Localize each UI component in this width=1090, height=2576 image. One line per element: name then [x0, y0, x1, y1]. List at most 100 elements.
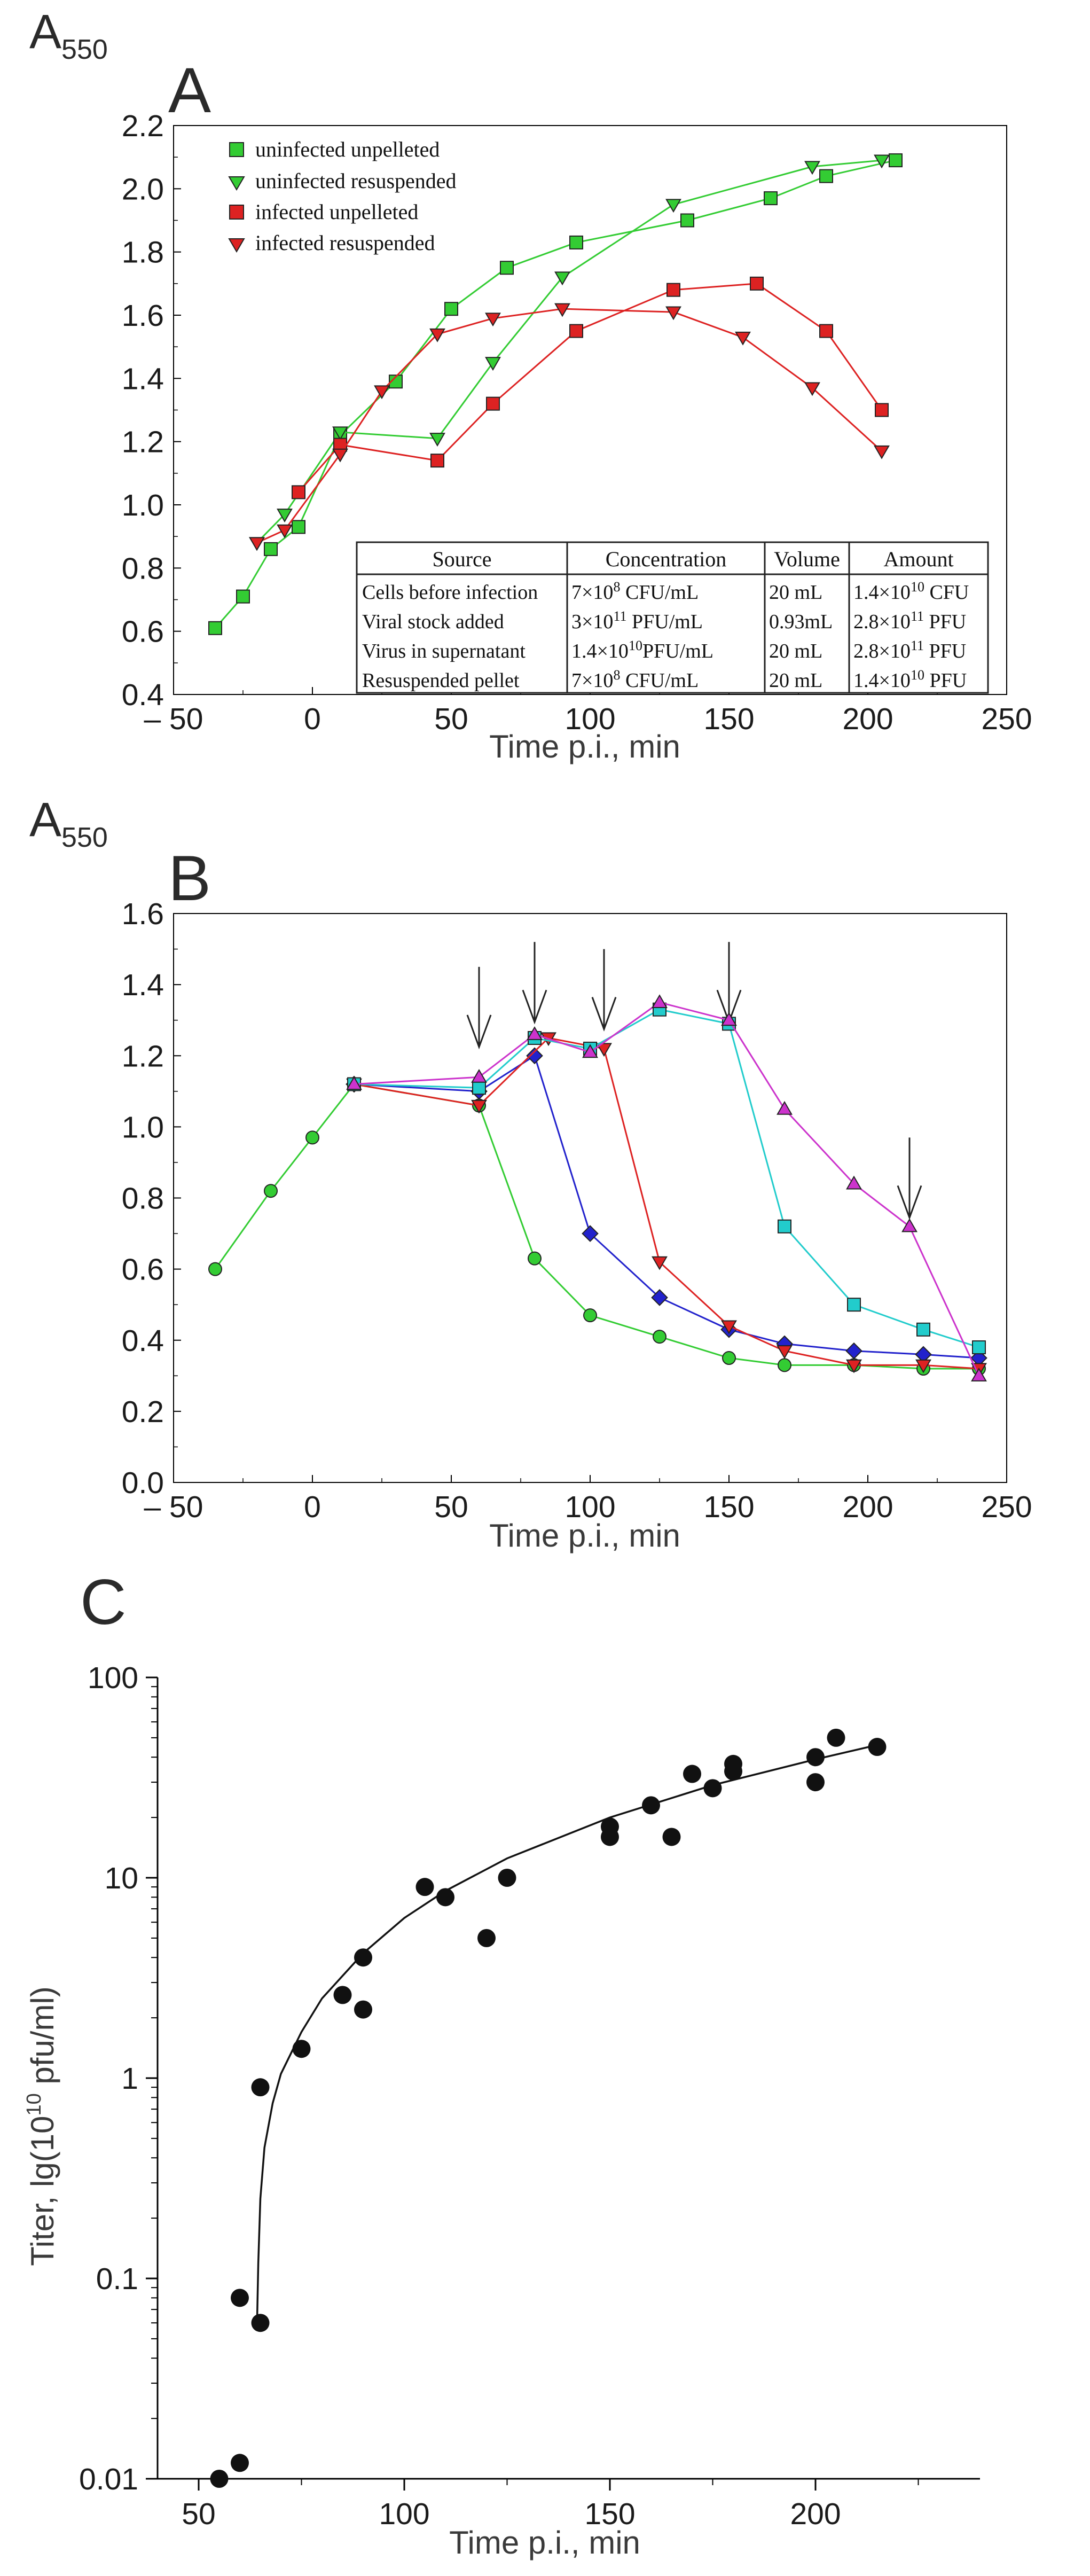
arrowhead-icon — [466, 1014, 492, 1050]
panel-a-xtick-label: 0 — [304, 702, 321, 736]
panel-b-y-axis: 0.0 0.2 0.4 0.6 0.8 1.0 1.2 1.4 1.6 — [122, 897, 181, 1500]
panel-a-point-infected-resuspended — [429, 328, 445, 342]
panel-a-point-infected-resuspended — [332, 448, 348, 463]
panel-a-ytick-label: 1.6 — [122, 299, 164, 333]
panel-a: A550 A 0.4 0.6 0.8 1.0 1.2 1.4 1.6 1.8 2.0 2.2 – … — [29, 5, 1032, 764]
panel-a-point-uninfected-unpelleted — [889, 153, 903, 168]
panel-c-ylabel: Titer, lg(1010 pfu/ml) — [23, 1986, 60, 2266]
panel-b-ytick-label: 0.0 — [122, 1466, 164, 1500]
panel-c: C 0.01 0.1 1 10 100 50 100 150 200 Time p.i., mi… — [23, 1566, 980, 2561]
panel-b-point-red — [471, 1099, 487, 1114]
table-cell-volume: 20 mL — [769, 581, 822, 604]
panel-b-point-green — [208, 1262, 222, 1276]
panel-a-xtick-label: 250 — [981, 702, 1032, 736]
panel-b-arrows — [466, 942, 922, 1220]
panel-a-point-infected-unpelleted — [666, 283, 680, 297]
panel-b-point-green — [528, 1251, 542, 1266]
panel-b-xtick-label: 200 — [842, 1490, 893, 1524]
panel-c-point — [806, 1773, 825, 1792]
panel-b: A550 B 0.00.20.40.60.81.01.21.41.6 – 50 0… — [29, 793, 1032, 1554]
panel-b-point-cyan — [972, 1340, 986, 1355]
panel-b-ytick-label: 1.4 — [122, 968, 164, 1002]
panel-a-xlabel: Time p.i., min — [489, 729, 680, 764]
panel-c-point — [827, 1728, 845, 1747]
panel-b-xtick-label: 150 — [703, 1490, 754, 1524]
panel-b-xlabel: Time p.i., min — [489, 1518, 680, 1554]
panel-a-point-infected-unpelleted — [486, 396, 500, 411]
table-cell-source: Resuspended pellet — [362, 669, 520, 692]
panel-b-xtick-label: 0 — [304, 1490, 321, 1524]
panel-b-point-red — [846, 1359, 862, 1373]
panel-b-ytick-label: 1.2 — [122, 1039, 164, 1073]
panel-b-point-cyan — [847, 1298, 861, 1312]
panel-a-point-infected-unpelleted — [569, 324, 583, 338]
panel-b-xtick-label: – 50 — [144, 1490, 203, 1524]
panel-b-xtick-label: 50 — [434, 1490, 468, 1524]
panel-a-y-axis: 0.4 0.6 0.8 1.0 1.2 1.4 1.6 1.8 2.0 2.2 — [122, 109, 181, 712]
panel-a-point-infected-resuspended — [554, 303, 570, 317]
panel-c-ytick-label: 1 — [121, 2062, 138, 2096]
panel-a-point-infected-resuspended — [485, 313, 501, 327]
panel-a-point-infected-resuspended — [374, 385, 390, 400]
panel-b-series — [208, 994, 987, 1381]
panel-a-point-infected-unpelleted — [875, 403, 889, 417]
panel-c-point — [703, 1779, 722, 1798]
panel-c-point — [683, 1765, 701, 1783]
panel-a-point-uninfected-resuspended — [665, 199, 681, 213]
legend-label-1: uninfected resuspended — [255, 169, 457, 193]
table-cell-source: Virus in supernatant — [362, 640, 526, 662]
panel-a-point-uninfected-unpelleted — [236, 589, 250, 604]
panel-c-point — [868, 1738, 887, 1757]
panel-a-table: Source Concentration Volume Amount Cells… — [356, 541, 989, 694]
panel-b-point-magenta — [346, 1076, 362, 1090]
panel-c-point — [642, 1796, 660, 1815]
table-cell-volume: 20 mL — [769, 640, 822, 662]
panel-a-ytick-label: 0.8 — [122, 551, 164, 586]
panel-b-point-green — [653, 1330, 666, 1344]
table-cell-amount: 2.8×1011 PFU — [853, 638, 966, 662]
panel-a-point-infected-resuspended — [277, 524, 293, 538]
arrowhead-icon — [591, 997, 617, 1032]
panel-b-point-blue — [582, 1225, 599, 1242]
legend-marker-0 — [229, 142, 244, 157]
panel-b-point-blue — [526, 1047, 543, 1065]
legend-label-3: infected resuspended — [255, 231, 435, 255]
panel-a-point-uninfected-unpelleted — [444, 302, 458, 316]
panel-b-ytick-label: 1.6 — [122, 897, 164, 931]
table-cell-concentration: 1.4×1010PFU/mL — [571, 638, 713, 662]
panel-c-point — [662, 1828, 681, 1846]
panel-b-ytick-label: 0.8 — [122, 1182, 164, 1216]
table-cell-concentration: 7×108 CFU/mL — [571, 579, 699, 604]
panel-a-point-uninfected-unpelleted — [264, 542, 278, 556]
panel-c-ytick-label: 0.01 — [79, 2462, 138, 2496]
legend-marker-1 — [228, 176, 245, 191]
panel-a-x-axis: – 50 0 50 100 150 200 250 — [144, 687, 1032, 736]
panel-a-point-infected-resuspended — [665, 306, 681, 321]
panel-b-point-green — [583, 1308, 597, 1323]
panel-b-series-line-magenta — [354, 1001, 980, 1376]
panel-a-ytick-label: 0.4 — [122, 678, 164, 712]
panel-a-point-infected-unpelleted — [430, 454, 444, 468]
panel-b-ytick-label: 1.0 — [122, 1110, 164, 1144]
panel-a-ytick-label: 2.0 — [122, 172, 164, 206]
panel-a-ytick-label: 1.4 — [122, 362, 164, 396]
panel-a-point-infected-resuspended — [874, 445, 890, 459]
panel-a-xtick-label: 200 — [842, 702, 893, 736]
legend-marker-2 — [229, 205, 244, 220]
panel-a-point-uninfected-resuspended — [429, 433, 445, 447]
panel-a-point-uninfected-unpelleted — [819, 169, 833, 183]
panel-b-point-magenta — [582, 1044, 598, 1058]
arrowhead-icon — [897, 1185, 922, 1220]
panel-b-point-cyan — [778, 1219, 791, 1234]
panel-b-point-green — [778, 1358, 791, 1372]
panel-a-point-uninfected-unpelleted — [680, 213, 694, 228]
panel-c-xtick-label: 150 — [584, 2497, 635, 2531]
panel-a-point-uninfected-resuspended — [804, 161, 820, 175]
legend-label-0: uninfected unpelleted — [255, 137, 440, 161]
panel-c-axes: 0.01 0.1 1 10 100 50 100 150 200 — [79, 1661, 980, 2531]
table-cell-concentration: 3×1011 PFU/mL — [571, 608, 703, 633]
panel-b-frame — [173, 913, 1007, 1483]
table-cell-source: Cells before infection — [362, 581, 538, 604]
panel-c-point — [415, 1878, 434, 1896]
